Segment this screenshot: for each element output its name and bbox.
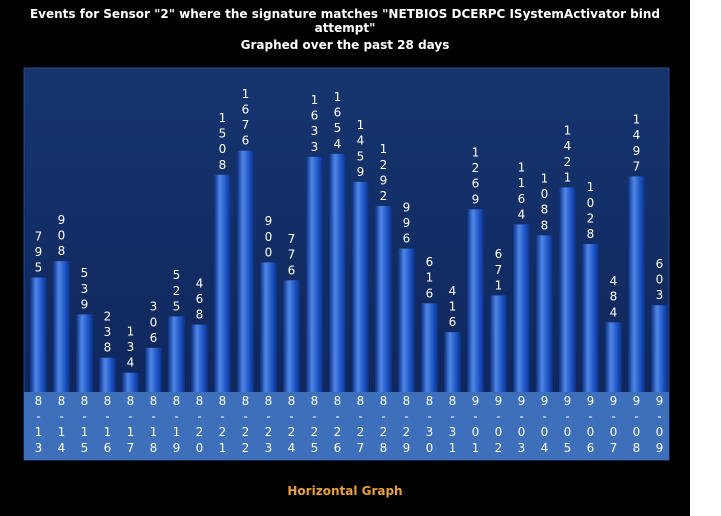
bar-8-21	[214, 174, 231, 392]
bar-9-06	[582, 244, 599, 392]
bar-8-13	[30, 277, 47, 392]
bar-8-24	[283, 280, 300, 392]
category-label-9-08: 9 -0 8	[633, 394, 641, 455]
bar-9-03	[513, 224, 530, 392]
category-label-8-30: 8 -3 0	[426, 394, 434, 455]
category-label-8-31: 8 -3 1	[449, 394, 457, 455]
category-label-9-07: 9 -0 7	[610, 394, 618, 455]
chart-title: Events for Sensor "2" where the signatur…	[29, 7, 661, 35]
category-label-band	[24, 392, 669, 460]
category-label-9-02: 9 -0 2	[495, 394, 503, 455]
category-label-8-29: 8 -2 9	[403, 394, 411, 455]
bar-8-19	[168, 316, 185, 392]
bar-8-18	[145, 347, 162, 392]
category-label-9-01: 9 -0 1	[472, 394, 480, 455]
category-label-9-03: 9 -0 3	[518, 394, 526, 455]
bar-9-05	[559, 187, 576, 392]
category-label-8-14: 8 -1 4	[58, 394, 66, 455]
bars-group	[30, 150, 668, 392]
category-label-8-13: 8 -1 3	[35, 394, 43, 455]
category-labels-group: 8 -1 3 8 -1 4 8 -1 5 8 -1 6 8 -1 7 8 -1 8 8 -1 9 8 -2 0 8 -2 1 8 -2 2…	[35, 394, 664, 455]
value-labels-group: 7 9 5 9 0 8 5 3 9 2 3 8 1 3 4 3 0 6 5 2 5 4 6 8 1 5 0 8 1 6 7 6 9 0 0 7 7 6 1 6…	[35, 87, 664, 370]
category-label-8-16: 8 -1 6	[104, 394, 112, 455]
bar-9-01	[467, 209, 484, 392]
category-label-8-26: 8 -2 6	[334, 394, 342, 455]
category-label-8-27: 8 -2 7	[357, 394, 365, 455]
bar-8-26	[329, 153, 346, 392]
category-label-8-22: 8 -2 2	[242, 394, 250, 455]
category-label-8-20: 8 -2 0	[196, 394, 204, 455]
bar-9-04	[536, 235, 553, 392]
category-label-9-05: 9 -0 5	[564, 394, 572, 455]
bar-8-22	[237, 150, 254, 392]
bar-8-28	[375, 206, 392, 392]
bar-8-14	[53, 261, 70, 392]
bar-9-08	[628, 176, 645, 392]
horizontal-graph-link[interactable]: Horizontal Graph	[287, 484, 403, 498]
category-label-8-24: 8 -2 4	[288, 394, 296, 455]
bar-8-17	[122, 372, 139, 392]
category-label-9-06: 9 -0 6	[587, 394, 595, 455]
bar-8-27	[352, 181, 369, 392]
bar-8-31	[444, 332, 461, 392]
bar-chart: 7 9 5 9 0 8 5 3 9 2 3 8 1 3 4 3 0 6 5 2 5 4 6 8 1 5 0 8 1 6 7 6 9 0 0 7 7 6 1 6…	[23, 67, 670, 461]
bar-8-15	[76, 314, 93, 392]
bar-8-29	[398, 248, 415, 392]
category-label-9-04: 9 -0 4	[541, 394, 549, 455]
bar-8-23	[260, 262, 277, 392]
category-label-8-15: 8 -1 5	[81, 394, 89, 455]
category-label-8-23: 8 -2 3	[265, 394, 273, 455]
category-label-8-25: 8 -2 5	[311, 394, 319, 455]
bar-8-20	[191, 324, 208, 392]
category-label-8-17: 8 -1 7	[127, 394, 135, 455]
bar-8-16	[99, 357, 116, 392]
bar-9-02	[490, 295, 507, 392]
bar-8-25	[306, 156, 323, 392]
category-label-8-18: 8 -1 8	[150, 394, 158, 455]
chart-subtitle: Graphed over the past 28 days	[240, 38, 450, 52]
bar-8-30	[421, 303, 438, 392]
bar-9-09	[651, 305, 668, 392]
right-page-strip	[690, 0, 721, 516]
category-label-8-21: 8 -2 1	[219, 394, 227, 455]
category-label-8-19: 8 -1 9	[173, 394, 181, 455]
bar-9-07	[605, 322, 622, 392]
category-label-9-09: 9 -0 9	[656, 394, 664, 455]
category-label-8-28: 8 -2 8	[380, 394, 388, 455]
